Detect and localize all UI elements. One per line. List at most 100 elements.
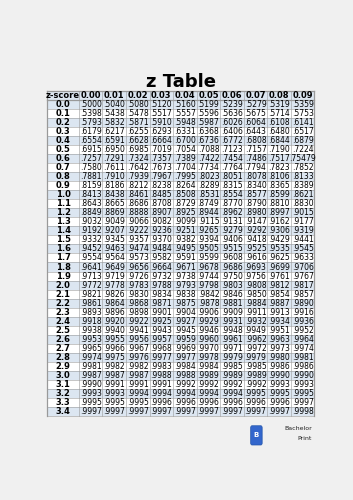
Text: .5987: .5987: [198, 118, 219, 127]
Text: .8438: .8438: [103, 190, 125, 199]
Bar: [47, 118, 315, 127]
Text: .9686: .9686: [221, 262, 243, 272]
Text: .7054: .7054: [174, 145, 196, 154]
Text: .8869: .8869: [103, 208, 125, 218]
Text: .9984: .9984: [198, 362, 219, 371]
Text: .9484: .9484: [150, 244, 172, 254]
Text: 0.03: 0.03: [151, 91, 172, 100]
Text: .9738: .9738: [174, 272, 196, 280]
Text: .9997: .9997: [268, 407, 290, 416]
Text: .9778: .9778: [103, 280, 125, 289]
Text: .7704: .7704: [174, 163, 196, 172]
Text: .9192: .9192: [80, 226, 102, 235]
Text: .9535: .9535: [268, 244, 290, 254]
Text: .9918: .9918: [80, 316, 102, 326]
Text: B: B: [254, 432, 259, 438]
Text: .9834: .9834: [150, 290, 172, 298]
Text: .9980: .9980: [268, 353, 290, 362]
Text: .7324: .7324: [127, 154, 149, 163]
Text: .9783: .9783: [127, 280, 149, 289]
Text: .9990: .9990: [268, 371, 290, 380]
Text: .9767: .9767: [292, 272, 313, 280]
Text: .9222: .9222: [127, 226, 149, 235]
Text: .9878: .9878: [198, 298, 219, 308]
Text: .7580: .7580: [80, 163, 102, 172]
Text: .8577: .8577: [245, 190, 267, 199]
Text: .9975: .9975: [103, 353, 125, 362]
Text: .8962: .8962: [221, 208, 243, 218]
Text: .9842: .9842: [198, 290, 219, 298]
Text: .9976: .9976: [127, 353, 149, 362]
Text: 0.5: 0.5: [56, 145, 71, 154]
Text: .9925: .9925: [150, 316, 172, 326]
Text: .9967: .9967: [127, 344, 149, 353]
Text: .9678: .9678: [198, 262, 219, 272]
Text: .9850: .9850: [245, 290, 267, 298]
Text: .9940: .9940: [103, 326, 125, 335]
Text: .9994: .9994: [198, 389, 219, 398]
Text: .9292: .9292: [245, 226, 267, 235]
Text: .5000: .5000: [80, 100, 102, 109]
Text: .6591: .6591: [103, 136, 125, 145]
Text: 2.6: 2.6: [56, 335, 71, 344]
Text: .9986: .9986: [268, 362, 290, 371]
Text: .9896: .9896: [103, 308, 125, 316]
Text: .9495: .9495: [174, 244, 196, 254]
Text: 0.0: 0.0: [56, 100, 71, 109]
Text: .5557: .5557: [174, 109, 196, 118]
Text: 1.1: 1.1: [56, 200, 71, 208]
Text: .9995: .9995: [103, 398, 125, 407]
Text: .7764: .7764: [221, 163, 243, 172]
Text: .7088: .7088: [198, 145, 219, 154]
Text: .9989: .9989: [198, 371, 219, 380]
Text: .9857: .9857: [292, 290, 313, 298]
Text: .9992: .9992: [198, 380, 219, 389]
Text: 0.06: 0.06: [222, 91, 242, 100]
Text: .9868: .9868: [127, 298, 149, 308]
Text: .9082: .9082: [150, 218, 172, 226]
Text: .9406: .9406: [221, 236, 243, 244]
Text: .9319: .9319: [292, 226, 313, 235]
Text: .9904: .9904: [174, 308, 196, 316]
Text: 0.2: 0.2: [56, 118, 71, 127]
Text: .9994: .9994: [127, 389, 149, 398]
Text: .9693: .9693: [245, 262, 267, 272]
Text: .5517: .5517: [150, 109, 172, 118]
Text: .5080: .5080: [127, 100, 149, 109]
Bar: [47, 208, 315, 218]
Text: .9946: .9946: [198, 326, 219, 335]
Text: .9998: .9998: [292, 407, 313, 416]
Text: .7910: .7910: [103, 172, 125, 181]
Text: .9997: .9997: [221, 407, 243, 416]
Text: .9901: .9901: [150, 308, 172, 316]
Text: .9997: .9997: [103, 407, 125, 416]
Text: .9993: .9993: [103, 389, 125, 398]
Text: .9099: .9099: [174, 218, 196, 226]
Text: .8830: .8830: [292, 200, 313, 208]
Text: .9951: .9951: [268, 326, 290, 335]
Text: .9993: .9993: [292, 380, 313, 389]
Text: .9616: .9616: [245, 254, 267, 262]
Text: .9706: .9706: [292, 262, 313, 272]
Text: .9997: .9997: [245, 407, 267, 416]
Text: .6700: .6700: [174, 136, 196, 145]
Text: .5714: .5714: [268, 109, 290, 118]
Text: 1.5: 1.5: [56, 236, 71, 244]
Text: .5279: .5279: [245, 100, 267, 109]
Text: .9772: .9772: [80, 280, 102, 289]
Text: .9992: .9992: [174, 380, 196, 389]
Text: .6915: .6915: [80, 145, 102, 154]
Text: Print: Print: [298, 436, 312, 441]
Text: .9808: .9808: [245, 280, 267, 289]
Text: .9943: .9943: [150, 326, 172, 335]
Bar: [47, 244, 315, 254]
Text: .9713: .9713: [80, 272, 102, 280]
Text: .9671: .9671: [174, 262, 196, 272]
Text: .9641: .9641: [80, 262, 102, 272]
Text: .9995: .9995: [80, 398, 102, 407]
Text: .9997: .9997: [198, 407, 219, 416]
Text: .8925: .8925: [174, 208, 196, 218]
Text: .9893: .9893: [80, 308, 102, 316]
Text: .8554: .8554: [221, 190, 243, 199]
Text: .9984: .9984: [174, 362, 196, 371]
